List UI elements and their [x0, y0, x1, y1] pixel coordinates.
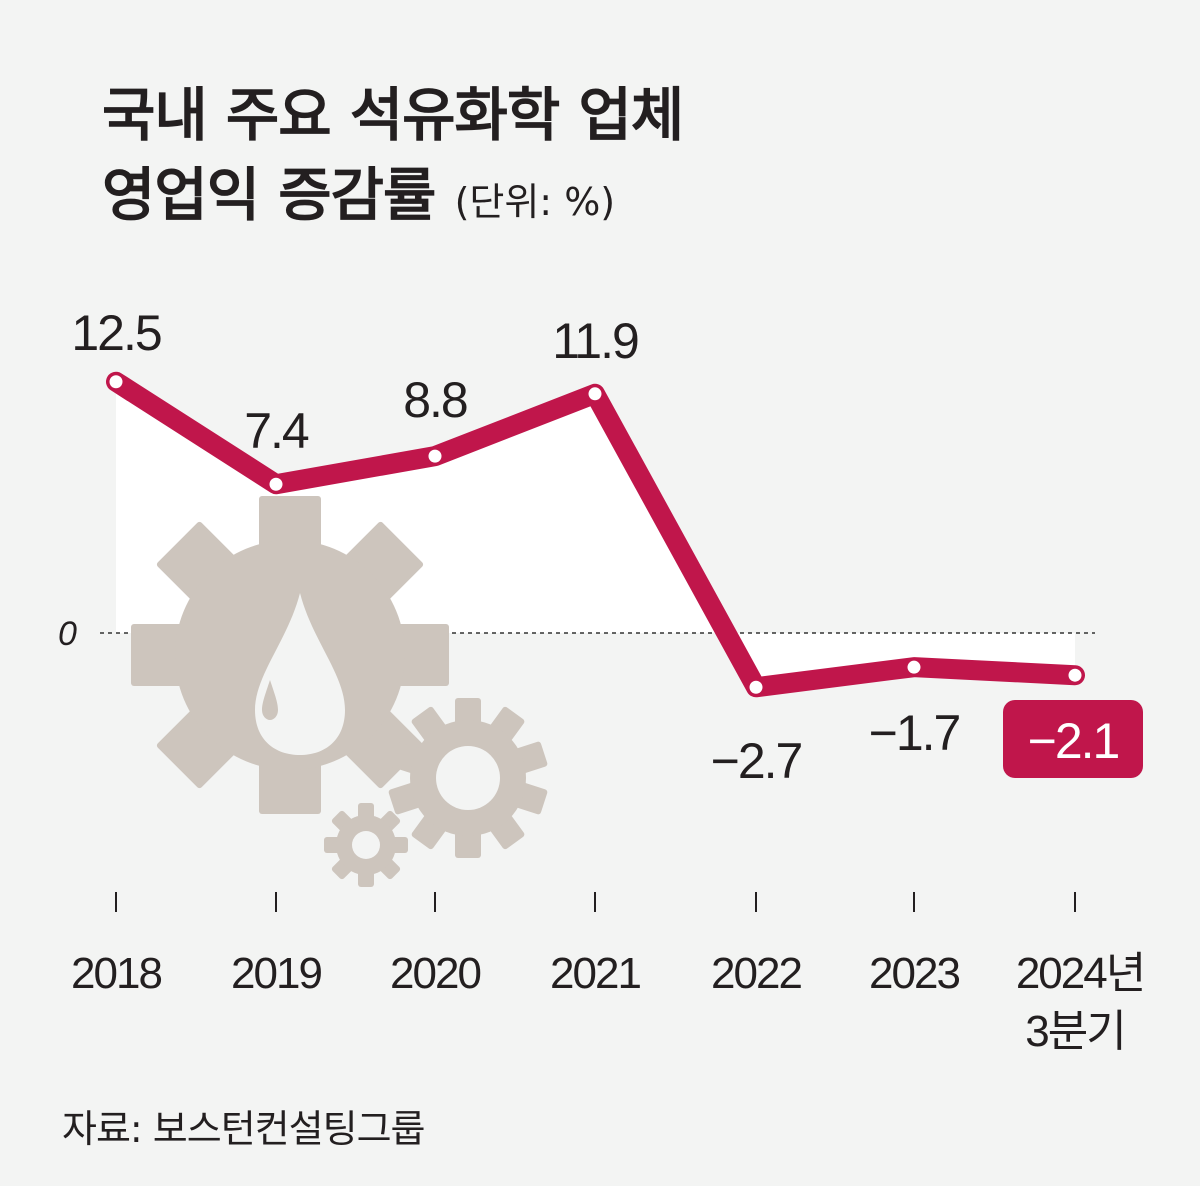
gear-tooth	[156, 521, 236, 601]
data-point-2021	[585, 384, 605, 404]
chart-title: 국내 주요 석유화학 업체	[102, 81, 684, 149]
oil-drop-icon	[255, 593, 345, 755]
gear-tooth	[344, 709, 424, 789]
medium-gear-icon	[388, 698, 548, 858]
source-note: 자료: 보스턴컨설팅그룹	[62, 1107, 425, 1151]
data-point-2018	[106, 372, 126, 392]
x-label-line: 2023	[869, 949, 959, 998]
data-point-2019	[266, 474, 286, 494]
data-label-2021: 11.9	[552, 313, 638, 369]
gear-tooth	[344, 521, 424, 601]
x-label-1: 2019	[231, 949, 321, 998]
gear-hole	[436, 746, 500, 810]
oil-drop-highlight	[262, 680, 278, 720]
data-point-2022	[746, 677, 766, 697]
data-point-2024년	[1065, 665, 1085, 685]
x-label-4: 2022	[711, 949, 801, 998]
x-label-line: 2021	[550, 949, 640, 998]
gear-tooth	[131, 624, 183, 686]
gear-tooth	[156, 709, 236, 789]
data-label-2018: 12.5	[71, 305, 161, 361]
x-label-2: 2020	[390, 949, 480, 998]
highlight-badge	[1003, 700, 1143, 778]
x-label-6: 2024년 3분기	[1016, 949, 1144, 1056]
data-point-2020	[425, 446, 445, 466]
gear-hole	[352, 831, 380, 859]
data-label-2019: 7.4	[244, 403, 309, 459]
chart-subtitle: 영업익 증감률 (단위: %)	[102, 148, 615, 232]
data-label-2024-q3: −2.1	[1028, 713, 1119, 769]
x-label-line: 2018	[71, 949, 161, 998]
zero-label: 0	[58, 615, 77, 653]
chart-subtitle-text: 영업익 증감률	[102, 161, 436, 229]
x-label-line: 2024년	[1016, 949, 1144, 998]
unit-label: (단위: %)	[454, 180, 616, 224]
x-label-5: 2023	[869, 949, 959, 998]
data-label-2020: 8.8	[403, 372, 467, 428]
x-label-0: 2018	[71, 949, 161, 998]
large-gear-icon	[131, 496, 449, 814]
x-label-line: 2020	[390, 949, 480, 998]
data-label-2022: −2.7	[711, 733, 802, 789]
data-point-2023	[904, 657, 924, 677]
x-label-line: 3분기	[1025, 1007, 1124, 1056]
x-label-3: 2021	[550, 949, 640, 998]
gear-tooth	[259, 762, 321, 814]
gear-tooth	[259, 496, 321, 548]
gear-tooth	[397, 624, 449, 686]
x-label-line: 2019	[231, 949, 321, 998]
small-gear-icon	[324, 803, 408, 887]
x-label-line: 2022	[711, 949, 801, 998]
data-label-2023: −1.7	[869, 705, 960, 761]
